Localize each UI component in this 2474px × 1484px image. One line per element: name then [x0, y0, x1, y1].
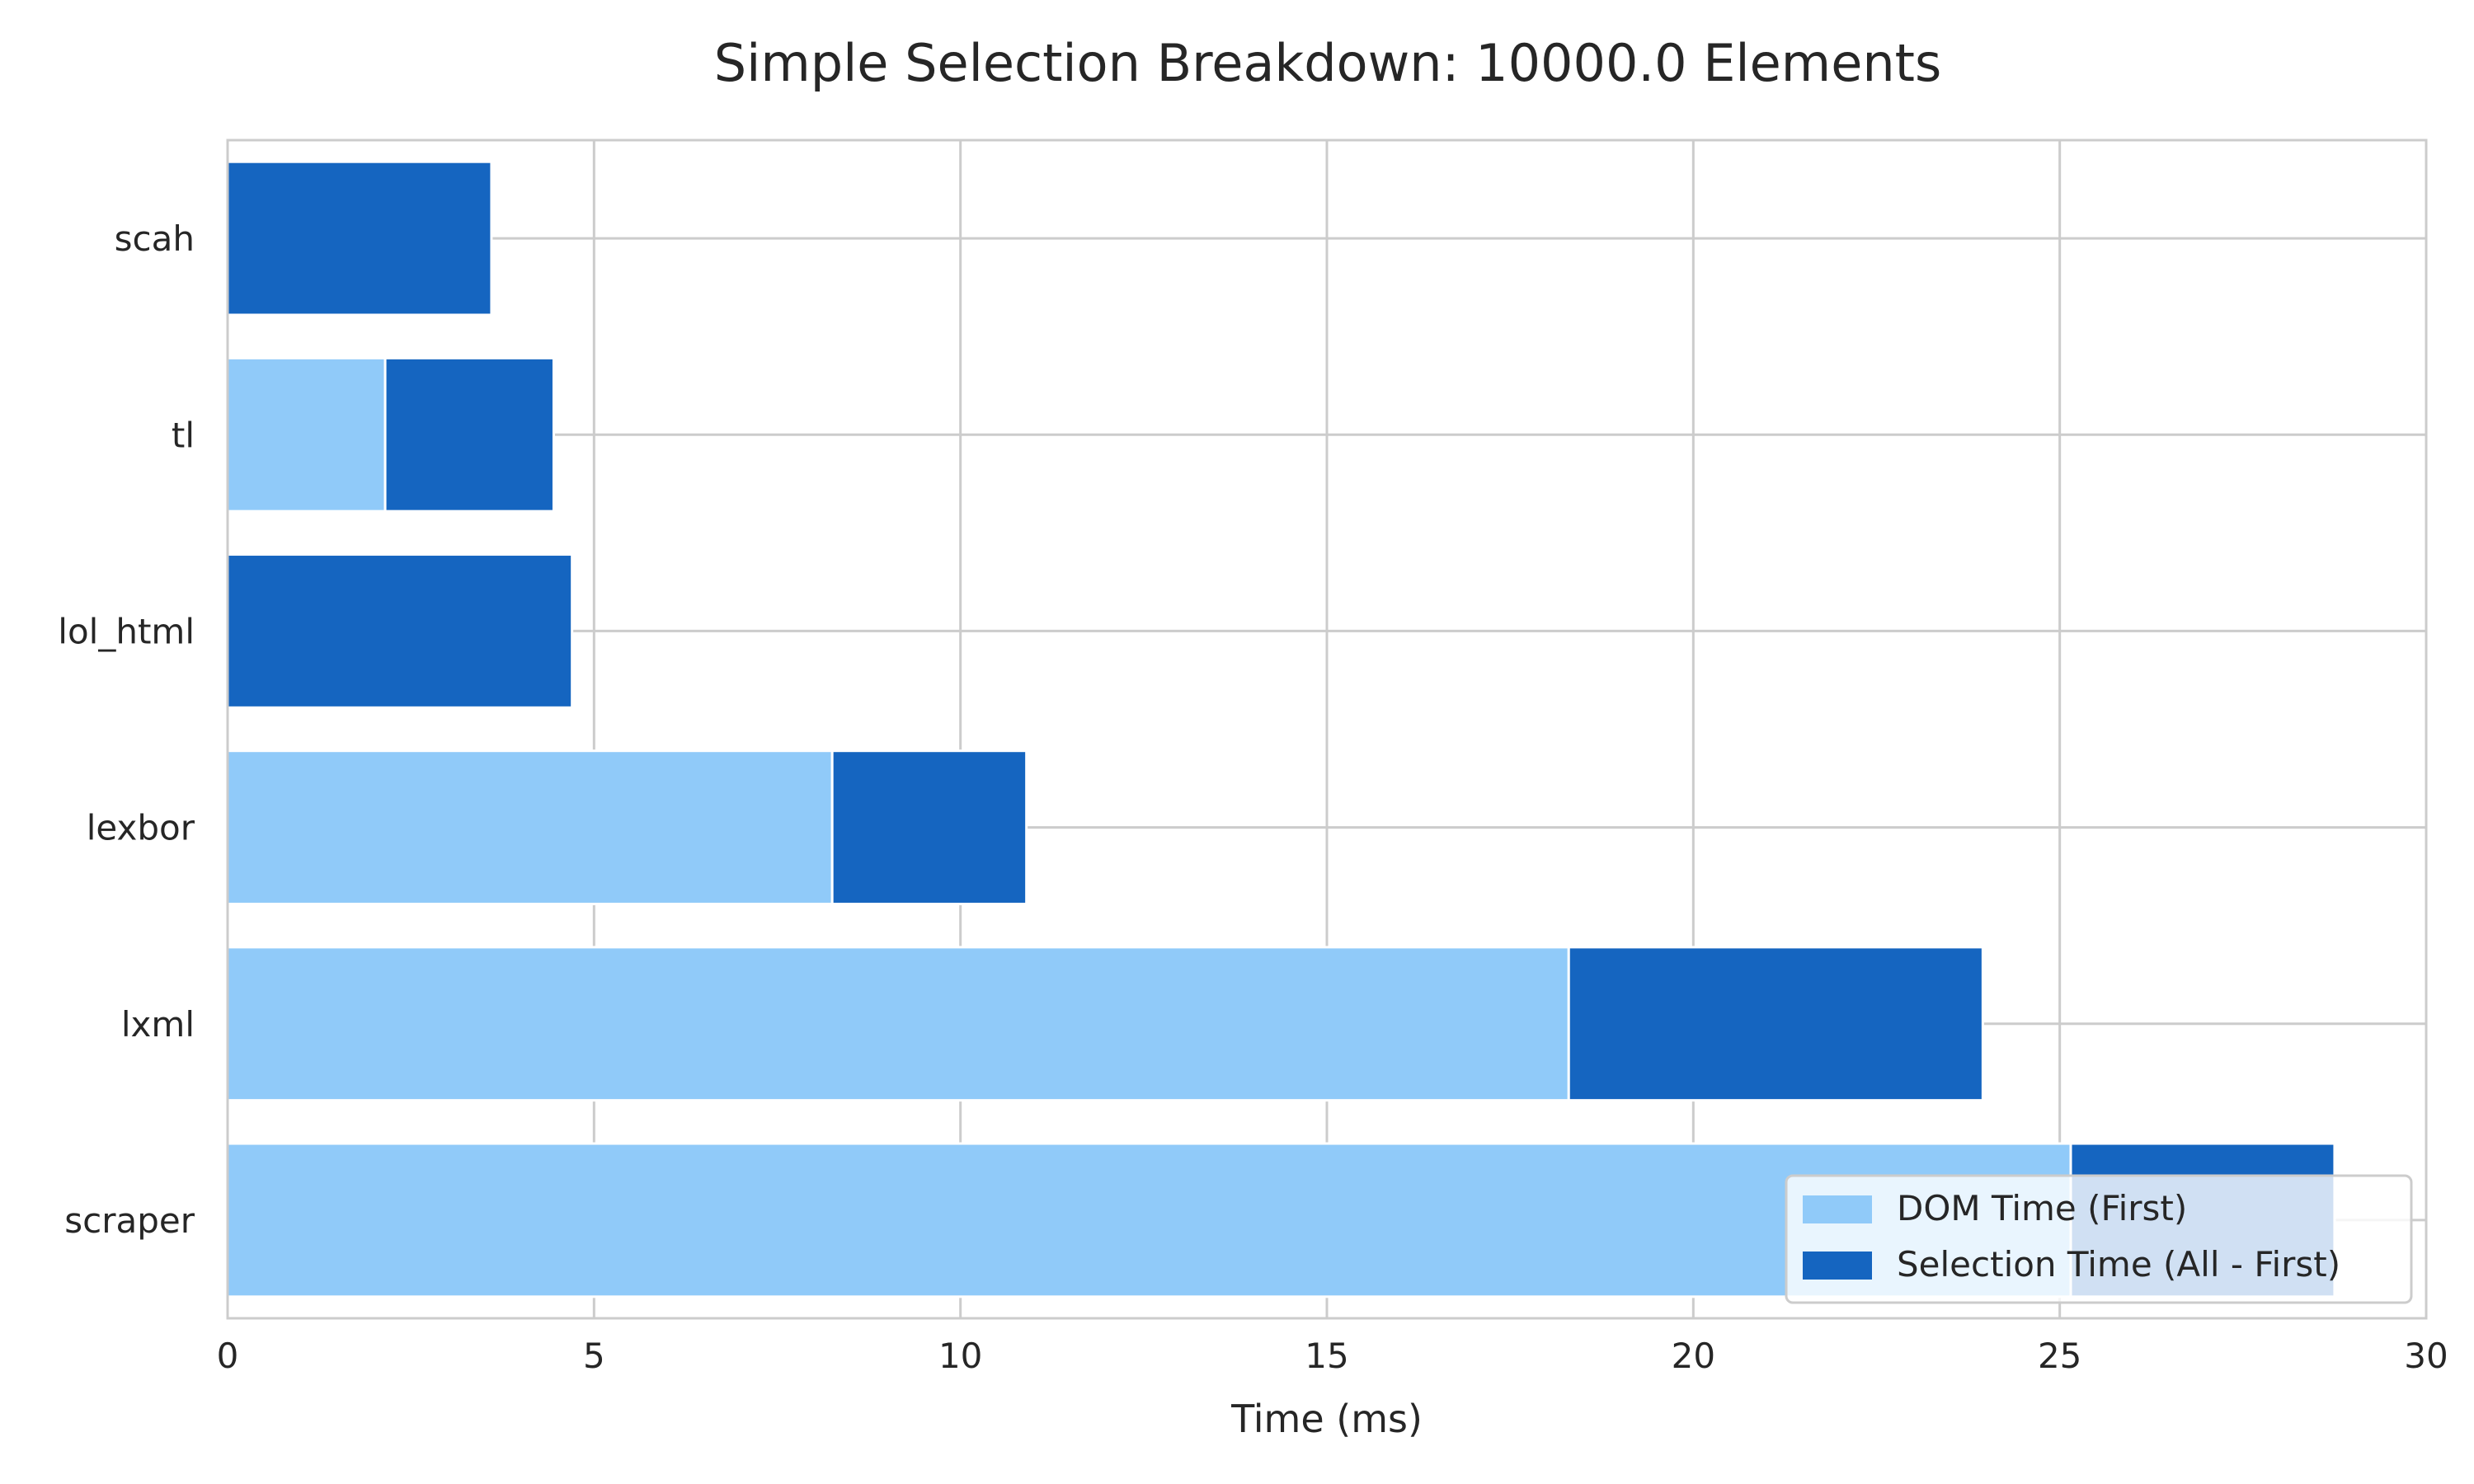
- x-axis-label: Time (ms): [1230, 1397, 1423, 1441]
- bar-selection-time-lexbor: [830, 749, 1028, 905]
- grid-lines: [226, 140, 2428, 1318]
- bar-selection-time-tl: [383, 356, 555, 513]
- bar-selection-time-lxml: [1567, 946, 1984, 1102]
- x-tick-label: 30: [2404, 1336, 2448, 1376]
- bar-dom-time-lxml: [226, 946, 1570, 1102]
- legend-box: [1785, 1174, 2413, 1304]
- x-tick-label: 20: [1672, 1336, 1715, 1376]
- bars: [226, 160, 2336, 1298]
- legend: DOM Time (First) Selection Time (All - Fi…: [1785, 1174, 2413, 1304]
- x-tick-labels: 0 5 10 15 20 25 30: [217, 1336, 2448, 1376]
- y-tick-label: lexbor: [87, 808, 195, 848]
- plot-frame: [226, 139, 2428, 1320]
- y-tick-label: scah: [115, 218, 195, 259]
- bar-selection-time-lol_html: [226, 553, 574, 709]
- y-tick-label: lol_html: [58, 611, 195, 651]
- x-tick-label: 10: [938, 1336, 982, 1376]
- x-tick-label: 25: [2038, 1336, 2081, 1376]
- bar-selection-time-scah: [226, 160, 493, 317]
- legend-swatch: [1803, 1195, 1872, 1223]
- y-tick-label: scraper: [64, 1200, 195, 1241]
- legend-swatch: [1803, 1252, 1872, 1280]
- bar-dom-time-lexbor: [226, 749, 834, 905]
- bar-dom-time-scraper: [226, 1142, 2072, 1298]
- legend-label: DOM Time (First): [1897, 1188, 2187, 1228]
- chart-title: Simple Selection Breakdown: 10000.0 Elem…: [714, 33, 1942, 93]
- x-tick-label: 5: [583, 1336, 605, 1376]
- legend-label: Selection Time (All - First): [1897, 1244, 2340, 1284]
- y-tick-label: tl: [172, 415, 195, 455]
- y-tick-label: lxml: [121, 1004, 195, 1045]
- x-tick-label: 15: [1305, 1336, 1348, 1376]
- x-tick-label: 0: [217, 1336, 239, 1376]
- bar-dom-time-tl: [226, 356, 387, 513]
